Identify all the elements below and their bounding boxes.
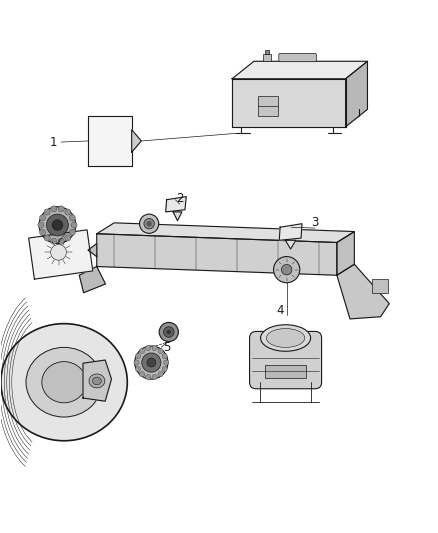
Circle shape (51, 245, 67, 260)
Circle shape (166, 330, 171, 334)
Circle shape (135, 346, 168, 379)
Ellipse shape (89, 374, 105, 388)
Circle shape (134, 360, 139, 365)
Bar (265, 365, 306, 378)
Polygon shape (337, 231, 354, 275)
Polygon shape (173, 212, 182, 221)
Polygon shape (232, 61, 367, 79)
Bar (258, 96, 278, 116)
Polygon shape (337, 264, 389, 319)
Polygon shape (232, 79, 346, 127)
Text: 3: 3 (311, 216, 319, 229)
Bar (265, 50, 269, 54)
Bar (263, 54, 272, 61)
Ellipse shape (266, 328, 305, 348)
Circle shape (144, 219, 154, 229)
FancyBboxPatch shape (279, 53, 316, 62)
Circle shape (163, 360, 169, 365)
Circle shape (65, 209, 71, 215)
Polygon shape (88, 244, 97, 257)
Circle shape (51, 206, 57, 212)
Text: 4: 4 (276, 304, 284, 317)
Circle shape (145, 345, 151, 351)
Circle shape (162, 353, 167, 359)
Circle shape (39, 207, 76, 244)
Polygon shape (132, 130, 141, 152)
Circle shape (142, 353, 161, 372)
Circle shape (52, 220, 63, 230)
Circle shape (163, 327, 174, 337)
Circle shape (51, 238, 57, 244)
Circle shape (58, 238, 64, 244)
Circle shape (44, 209, 50, 215)
Polygon shape (88, 116, 132, 166)
Ellipse shape (1, 324, 127, 441)
Circle shape (159, 322, 178, 342)
Circle shape (135, 366, 141, 372)
Ellipse shape (92, 377, 101, 385)
Circle shape (139, 372, 145, 377)
Polygon shape (279, 224, 302, 240)
Circle shape (145, 374, 151, 379)
Circle shape (71, 222, 77, 228)
Polygon shape (83, 360, 112, 401)
Circle shape (152, 374, 157, 379)
Circle shape (38, 222, 44, 228)
Circle shape (147, 358, 155, 367)
Circle shape (158, 372, 163, 377)
Circle shape (158, 349, 163, 353)
Circle shape (65, 235, 71, 241)
Circle shape (140, 214, 159, 233)
Circle shape (39, 215, 46, 221)
Circle shape (69, 215, 75, 221)
Text: 2: 2 (176, 192, 184, 205)
Circle shape (147, 221, 152, 227)
Polygon shape (79, 266, 106, 293)
Polygon shape (97, 234, 337, 275)
Circle shape (139, 349, 145, 353)
Text: 5: 5 (163, 341, 170, 354)
Circle shape (69, 229, 75, 235)
Circle shape (162, 366, 167, 372)
Bar (372, 279, 389, 293)
Ellipse shape (42, 361, 86, 403)
Circle shape (135, 353, 141, 359)
Circle shape (274, 256, 300, 283)
Polygon shape (346, 61, 367, 127)
Circle shape (39, 229, 46, 235)
Circle shape (282, 264, 292, 275)
Text: 1: 1 (49, 135, 57, 149)
FancyBboxPatch shape (250, 332, 321, 389)
Ellipse shape (26, 348, 102, 417)
Circle shape (46, 214, 68, 236)
Ellipse shape (261, 325, 311, 351)
Polygon shape (166, 197, 186, 212)
Circle shape (152, 345, 157, 351)
Polygon shape (97, 223, 354, 243)
Circle shape (58, 206, 64, 212)
Polygon shape (28, 230, 93, 279)
Circle shape (44, 235, 50, 241)
Polygon shape (286, 240, 296, 249)
